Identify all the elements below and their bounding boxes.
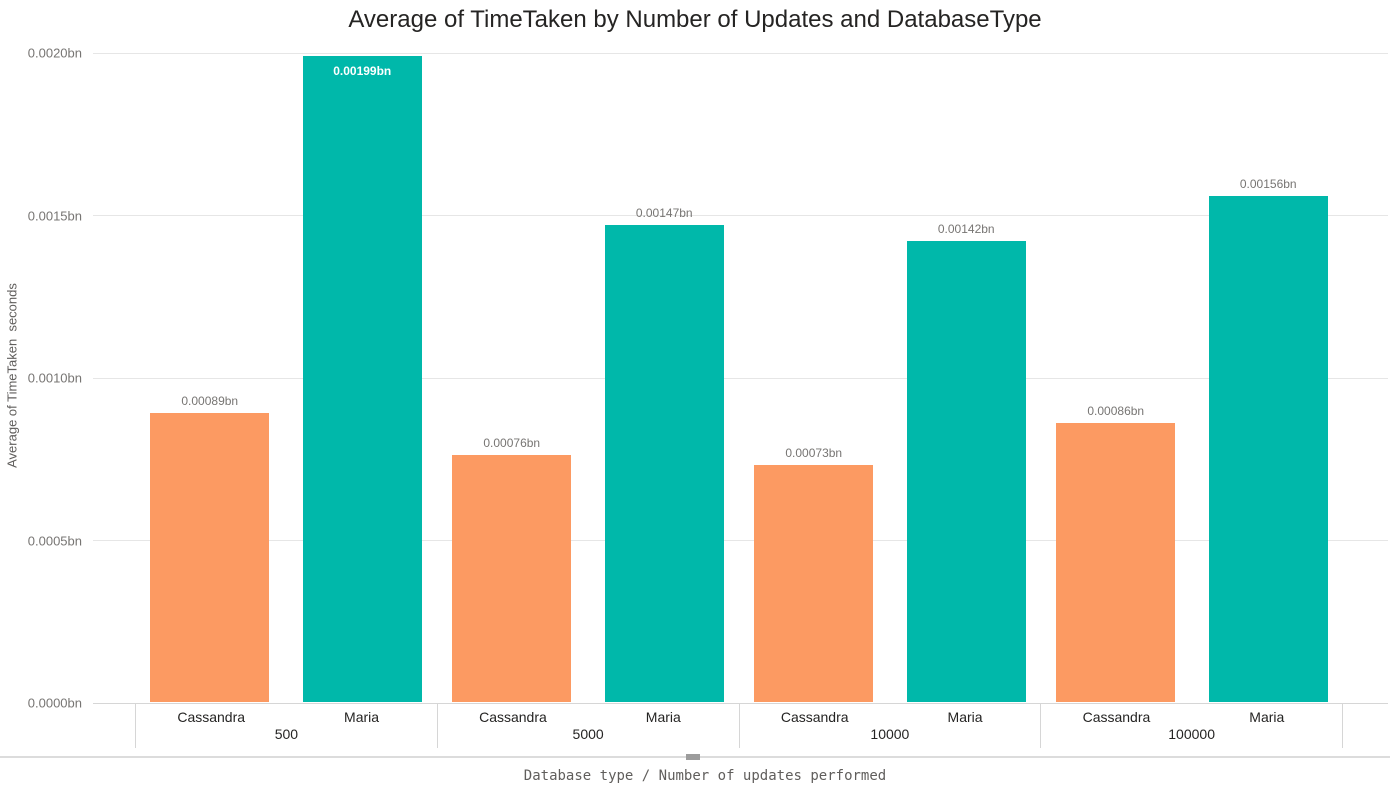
y-tick-label: 0.0000bn (27, 695, 82, 711)
bar-data-label: 0.00086bn (1087, 403, 1145, 418)
bar-group-5000: 0.00076bn 0.00147bn (437, 53, 739, 703)
bar-slot: 0.00199bn (302, 53, 422, 702)
x-category-label: 500 (274, 726, 299, 742)
bar-cassandra-100000[interactable]: 0.00086bn (1056, 404, 1176, 702)
bar-data-label: 0.00156bn (1239, 176, 1297, 191)
gridline (93, 215, 1388, 216)
y-tick-label: 0.0020bn (27, 45, 82, 61)
x-series-label-maria: Maria (344, 709, 380, 725)
bar-maria-5000[interactable]: 0.00147bn (604, 206, 724, 702)
x-category-label: 5000 (572, 726, 604, 742)
bar-cassandra-10000[interactable]: 0.00073bn (754, 446, 874, 702)
x-axis-group-5000: Cassandra Maria 5000 (436, 704, 739, 748)
y-tick-label: 0.0015bn (27, 208, 82, 223)
bar-maria-10000[interactable]: 0.00142bn (906, 222, 1026, 702)
y-tick-label: 0.0005bn (27, 533, 82, 548)
x-series-label-cassandra: Cassandra (1082, 709, 1151, 725)
bar-data-label: 0.00073bn (785, 446, 843, 461)
x-series-row: Cassandra Maria (740, 704, 1041, 726)
x-series-label-maria: Maria (947, 709, 983, 725)
x-series-label-cassandra: Cassandra (177, 709, 246, 725)
x-category-label: 100000 (1168, 726, 1215, 742)
chart-title: Average of TimeTaken by Number of Update… (348, 6, 1042, 33)
x-series-row: Cassandra Maria (438, 704, 739, 726)
bar-data-label: 0.00076bn (483, 436, 541, 451)
x-series-row: Cassandra Maria (1041, 704, 1342, 726)
y-axis: 0.0020bn 0.0015bn 0.0010bn 0.0005bn 0.0000bn (0, 46, 82, 711)
horizontal-scrollbar-thumb[interactable] (686, 754, 700, 760)
bar-slot: 0.00086bn (1056, 53, 1176, 702)
gridline (93, 52, 1388, 54)
x-series-label-cassandra: Cassandra (780, 709, 849, 725)
bar-cassandra-500[interactable]: 0.00089bn (150, 394, 270, 702)
bar-group-500: 0.00089bn 0.00199bn (135, 53, 437, 703)
x-series-label-maria: Maria (645, 709, 681, 725)
bar-slot: 0.00147bn (604, 53, 724, 702)
bar-maria-500[interactable]: 0.00199bn (302, 56, 422, 702)
bar-slot: 0.00142bn (906, 53, 1026, 702)
plot-area: 0.00089bn 0.00199bn 0.00076bn 0.00147bn 0.00… (93, 52, 1388, 704)
x-axis-group-100000: Cassandra Maria 100000 (1040, 704, 1343, 748)
bar-slot: 0.00156bn (1208, 53, 1328, 702)
x-axis-group-500: Cassandra Maria 500 (135, 704, 437, 748)
bar-data-label: 0.00142bn (937, 222, 995, 237)
bar-slot: 0.00076bn (452, 53, 572, 702)
y-tick-label: 0.0010bn (27, 370, 82, 386)
bar-slot: 0.00073bn (754, 53, 874, 702)
x-series-label-cassandra: Cassandra (479, 709, 547, 725)
bar-group-100000: 0.00086bn 0.00156bn (1041, 53, 1343, 703)
bar-data-label: 0.00199bn (333, 64, 392, 79)
x-axis-band: Cassandra Maria 500 Cassandra Maria 5000 Cassa… (93, 703, 1388, 748)
bar-data-label: 0.00089bn (181, 394, 239, 409)
bar-group-10000: 0.00073bn 0.00142bn (739, 53, 1041, 703)
x-axis-title: Database type / Number of updates perfor… (523, 768, 887, 784)
x-axis-group-10000: Cassandra Maria 10000 (738, 704, 1041, 748)
bar-slot: 0.00089bn (150, 53, 270, 702)
x-series-label-maria: Maria (1249, 709, 1285, 725)
x-series-row: Cassandra Maria (136, 704, 437, 726)
x-category-label: 10000 (870, 726, 910, 742)
bars-area: 0.00089bn 0.00199bn 0.00076bn 0.00147bn 0.00… (135, 53, 1343, 703)
x-axis-groups: Cassandra Maria 500 Cassandra Maria 5000 Cassa… (135, 704, 1343, 748)
bar-cassandra-5000[interactable]: 0.00076bn (452, 436, 572, 702)
gridline (93, 377, 1388, 379)
gridline (93, 540, 1388, 541)
bar-maria-100000[interactable]: 0.00156bn (1208, 177, 1328, 702)
bar-data-label: 0.00147bn (635, 206, 693, 220)
